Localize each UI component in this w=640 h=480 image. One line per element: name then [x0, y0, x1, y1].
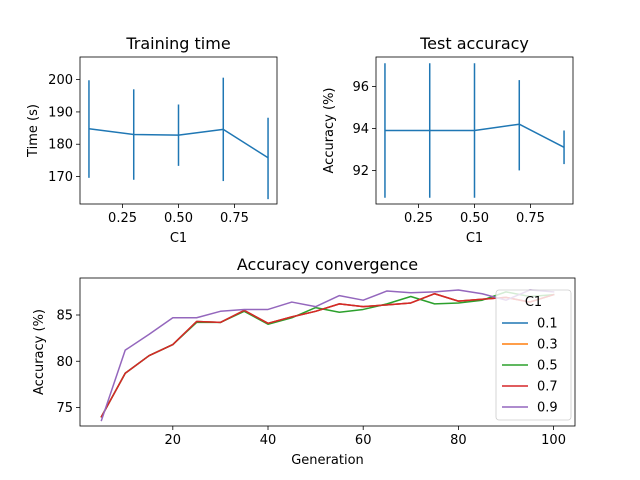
x-axis-label: C1 — [466, 231, 483, 246]
legend-label-0.9: 0.9 — [537, 401, 558, 416]
legend-label-0.1: 0.1 — [537, 317, 558, 332]
x-tick-label: 100 — [541, 433, 566, 448]
y-tick-label: 80 — [56, 355, 73, 370]
y-tick-label: 190 — [48, 105, 73, 120]
x-tick-label: 0.75 — [516, 211, 545, 226]
series-line-0.7 — [100, 292, 555, 418]
y-tick-label: 92 — [352, 164, 369, 179]
training-time-axes: Training time 0.25 0.50 0.75 170 180 190 200 C1 T… — [26, 34, 278, 246]
series-line-0.9 — [100, 289, 555, 422]
y-axis-label: Accuracy (%) — [32, 309, 47, 395]
x-axis-label: Generation — [291, 453, 364, 468]
axes-frame — [79, 56, 278, 205]
legend-label-0.5: 0.5 — [537, 359, 558, 374]
axes-frame — [79, 277, 576, 427]
axes-frame — [375, 56, 574, 205]
y-tick-label: 94 — [352, 122, 369, 137]
x-tick-label: 0.25 — [108, 211, 137, 226]
accuracy-convergence-axes: Accuracy convergence 20 40 60 80 100 75 80 85 Gen… — [32, 255, 576, 468]
y-tick-label: 85 — [56, 309, 73, 324]
data-line — [384, 123, 565, 148]
y-tick-label: 170 — [48, 170, 73, 185]
legend-label-0.7: 0.7 — [537, 380, 558, 395]
y-tick-label: 75 — [56, 401, 73, 416]
chart-title: Test accuracy — [419, 34, 529, 53]
y-tick-label: 200 — [48, 73, 73, 88]
y-axis-label: Accuracy (%) — [322, 88, 337, 174]
data-line — [88, 127, 269, 159]
legend: C1 0.1 0.3 0.5 0.7 0.9 — [495, 289, 572, 421]
x-tick-label: 0.50 — [164, 211, 193, 226]
x-tick-label: 20 — [165, 433, 182, 448]
chart-title: Training time — [125, 34, 230, 53]
legend-label-0.3: 0.3 — [537, 338, 558, 353]
x-tick-label: 0.50 — [460, 211, 489, 226]
legend-title: C1 — [525, 295, 542, 310]
x-tick-label: 40 — [260, 433, 277, 448]
y-axis-label: Time (s) — [26, 104, 41, 158]
test-accuracy-axes: Test accuracy 0.25 0.50 0.75 92 94 96 C1 Accurac… — [322, 34, 574, 246]
y-tick-label: 96 — [352, 80, 369, 95]
chart-title: Accuracy convergence — [237, 255, 418, 274]
x-tick-label: 60 — [355, 433, 372, 448]
x-tick-label: 0.75 — [220, 211, 249, 226]
x-tick-label: 80 — [450, 433, 467, 448]
x-tick-label: 0.25 — [404, 211, 433, 226]
y-tick-label: 180 — [48, 138, 73, 153]
x-axis-label: C1 — [170, 231, 187, 246]
